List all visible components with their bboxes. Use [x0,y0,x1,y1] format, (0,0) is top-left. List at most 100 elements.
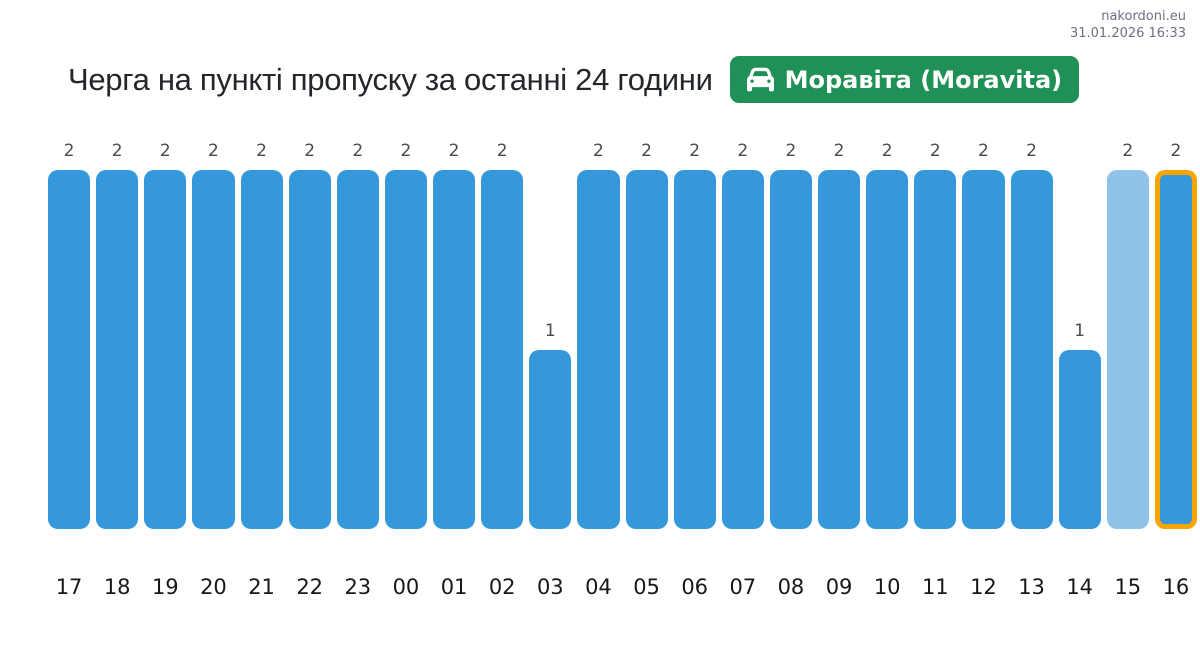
bar-column: 2 [481,141,524,529]
bar-column: 2 [673,141,716,529]
bars-row: 2 2 2 2 2 2 2 2 2 2 1 2 2 2 2 2 2 2 2 2 2 1 2 2 [48,141,1197,529]
bar-value-label: 2 [111,141,123,161]
bar-column: 2 [866,141,909,529]
x-axis-label: 19 [151,575,179,599]
bar-07 [721,170,764,529]
bar-06 [673,170,716,529]
bar-20 [192,170,235,529]
page-title: Черга на пункті пропуску за останні 24 г… [68,61,713,97]
site-name-link[interactable]: nakordoni.eu [1101,9,1186,24]
bar-value-label: 2 [304,141,316,161]
bar-05 [625,170,668,529]
x-axis-label: 02 [488,575,516,599]
x-axis-label: 11 [921,575,949,599]
bar-value-label: 2 [929,141,941,161]
x-axis-label: 23 [344,575,372,599]
bar-column: 2 [769,141,812,529]
bar-value-label: 1 [1074,320,1086,341]
bar-value-label: 2 [1122,141,1134,161]
bar-column: 2 [721,141,764,529]
bar-value-label: 2 [737,141,749,161]
x-axis-label: 20 [200,575,227,599]
x-axis-label: 06 [681,575,709,599]
bar-value-label: 2 [159,141,171,161]
x-axis-label: 04 [585,575,612,599]
bar-column: 2 [144,141,187,529]
bar-13 [1010,170,1053,529]
bar-column: 1 [529,320,572,529]
bar-value-label: 2 [448,141,460,161]
x-axis-label: 16 [1162,575,1190,599]
bar-value-label: 2 [208,141,219,161]
x-axis-label: 14 [1066,575,1094,599]
bar-value-label: 2 [593,141,604,161]
car-icon [746,66,774,93]
bar-column: 2 [625,141,668,529]
bar-value-label: 2 [978,141,989,161]
bar-value-label: 2 [881,141,893,161]
bar-18 [96,170,139,529]
bar-00 [384,170,427,529]
bar-column: 2 [1106,141,1149,529]
bar-column: 2 [96,141,139,529]
bar-12 [962,170,1005,529]
x-axis-label: 15 [1114,575,1142,599]
site-header: nakordoni.eu 31.01.2026 16:33 [1070,8,1186,42]
bar-11 [914,170,957,529]
bar-column: 2 [433,141,476,529]
x-axis-label: 18 [103,575,131,599]
bar-column: 2 [192,141,235,529]
bar-column: 2 [914,141,957,529]
bar-value-label: 2 [833,141,845,161]
bar-16 [1154,170,1197,529]
x-axis-label: 17 [55,575,83,599]
bar-column: 2 [384,141,427,529]
x-axis-label: 08 [777,575,805,599]
bar-column: 2 [577,141,620,529]
bar-column: 2 [818,141,861,529]
x-axis-label: 21 [248,575,275,599]
bar-value-label: 2 [496,141,508,161]
bar-value-label: 2 [689,141,701,161]
x-axis-label: 13 [1018,575,1045,599]
bar-value-label: 2 [1026,141,1037,161]
bar-value-label: 2 [1170,141,1182,161]
x-axis-label: 09 [825,575,853,599]
bar-column: 2 [1010,141,1053,529]
bar-19 [144,170,187,529]
bar-21 [240,170,283,529]
bar-value-label: 1 [544,320,556,341]
bar-04 [577,170,620,529]
x-axis-labels: 17 18 19 20 21 22 23 00 01 02 03 04 05 06 07 08 09 10 11 12… [48,575,1197,599]
bar-value-label: 2 [400,141,412,161]
bar-value-label: 2 [352,141,364,161]
x-axis-label: 00 [392,575,420,599]
checkpoint-badge[interactable]: Моравіта (Moravita) [729,56,1080,103]
bar-08 [769,170,812,529]
bar-column: 2 [48,141,91,529]
x-axis-label: 22 [296,575,324,599]
bar-value-label: 2 [256,141,267,161]
bar-23 [336,170,379,529]
bar-01 [433,170,476,529]
bar-column: 2 [288,141,331,529]
title-row: Черга на пункті пропуску за останні 24 г… [68,56,1080,103]
bar-09 [818,170,861,529]
bar-17 [48,170,91,529]
x-axis-label: 01 [440,575,468,599]
bar-value-label: 2 [63,141,75,161]
x-axis-label: 10 [873,575,901,599]
bar-15 [1106,170,1149,529]
bar-column: 2 [240,141,283,529]
bar-column: 2 [336,141,379,529]
bar-column: 1 [1058,320,1101,529]
bar-02 [481,170,524,529]
bar-value-label: 2 [641,141,652,161]
bar-03 [529,349,572,529]
bar-column: 2 [962,141,1005,529]
x-axis-label: 05 [633,575,660,599]
bar-10 [866,170,909,529]
bar-22 [288,170,331,529]
